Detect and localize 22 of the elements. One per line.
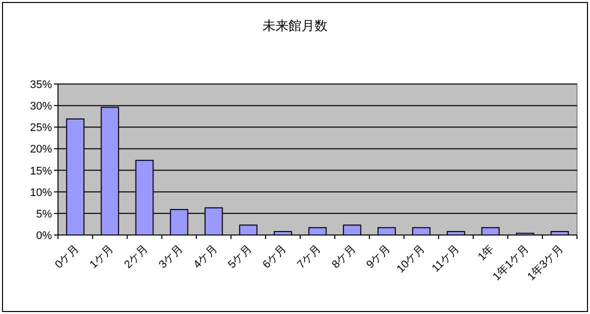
- y-tick-label: 15%: [30, 165, 52, 178]
- y-tick-label: 0%: [36, 230, 52, 242]
- x-tick-label: 2ケ月: [122, 242, 151, 272]
- x-tick-label: 4ケ月: [191, 242, 220, 272]
- y-tick-label: 5%: [36, 208, 52, 220]
- x-tick-label: 1ケ月: [88, 242, 116, 272]
- x-tick-label: 8ケ月: [330, 242, 358, 272]
- x-tick-label: 5ケ月: [226, 242, 254, 272]
- x-tick-label: 10ケ月: [394, 242, 428, 276]
- x-tick-label: 9ケ月: [364, 242, 393, 272]
- y-tick-label: 30%: [30, 100, 52, 113]
- y-tick-label: 20%: [30, 144, 52, 156]
- x-tick-label: 11ケ月: [430, 242, 462, 275]
- y-tick-label: 25%: [30, 122, 52, 134]
- title: 未来館月数: [262, 18, 328, 33]
- y-tick-label: 10%: [30, 186, 52, 199]
- x-tick-label: 7ケ月: [295, 242, 324, 272]
- x-tick-label: 6ケ月: [260, 242, 290, 272]
- x-tick-label: 3ケ月: [156, 242, 186, 272]
- y-tick-label: 35%: [30, 79, 52, 91]
- x-tick-label: 1年: [476, 242, 497, 264]
- x-tick-label: 0ケ月: [53, 242, 82, 272]
